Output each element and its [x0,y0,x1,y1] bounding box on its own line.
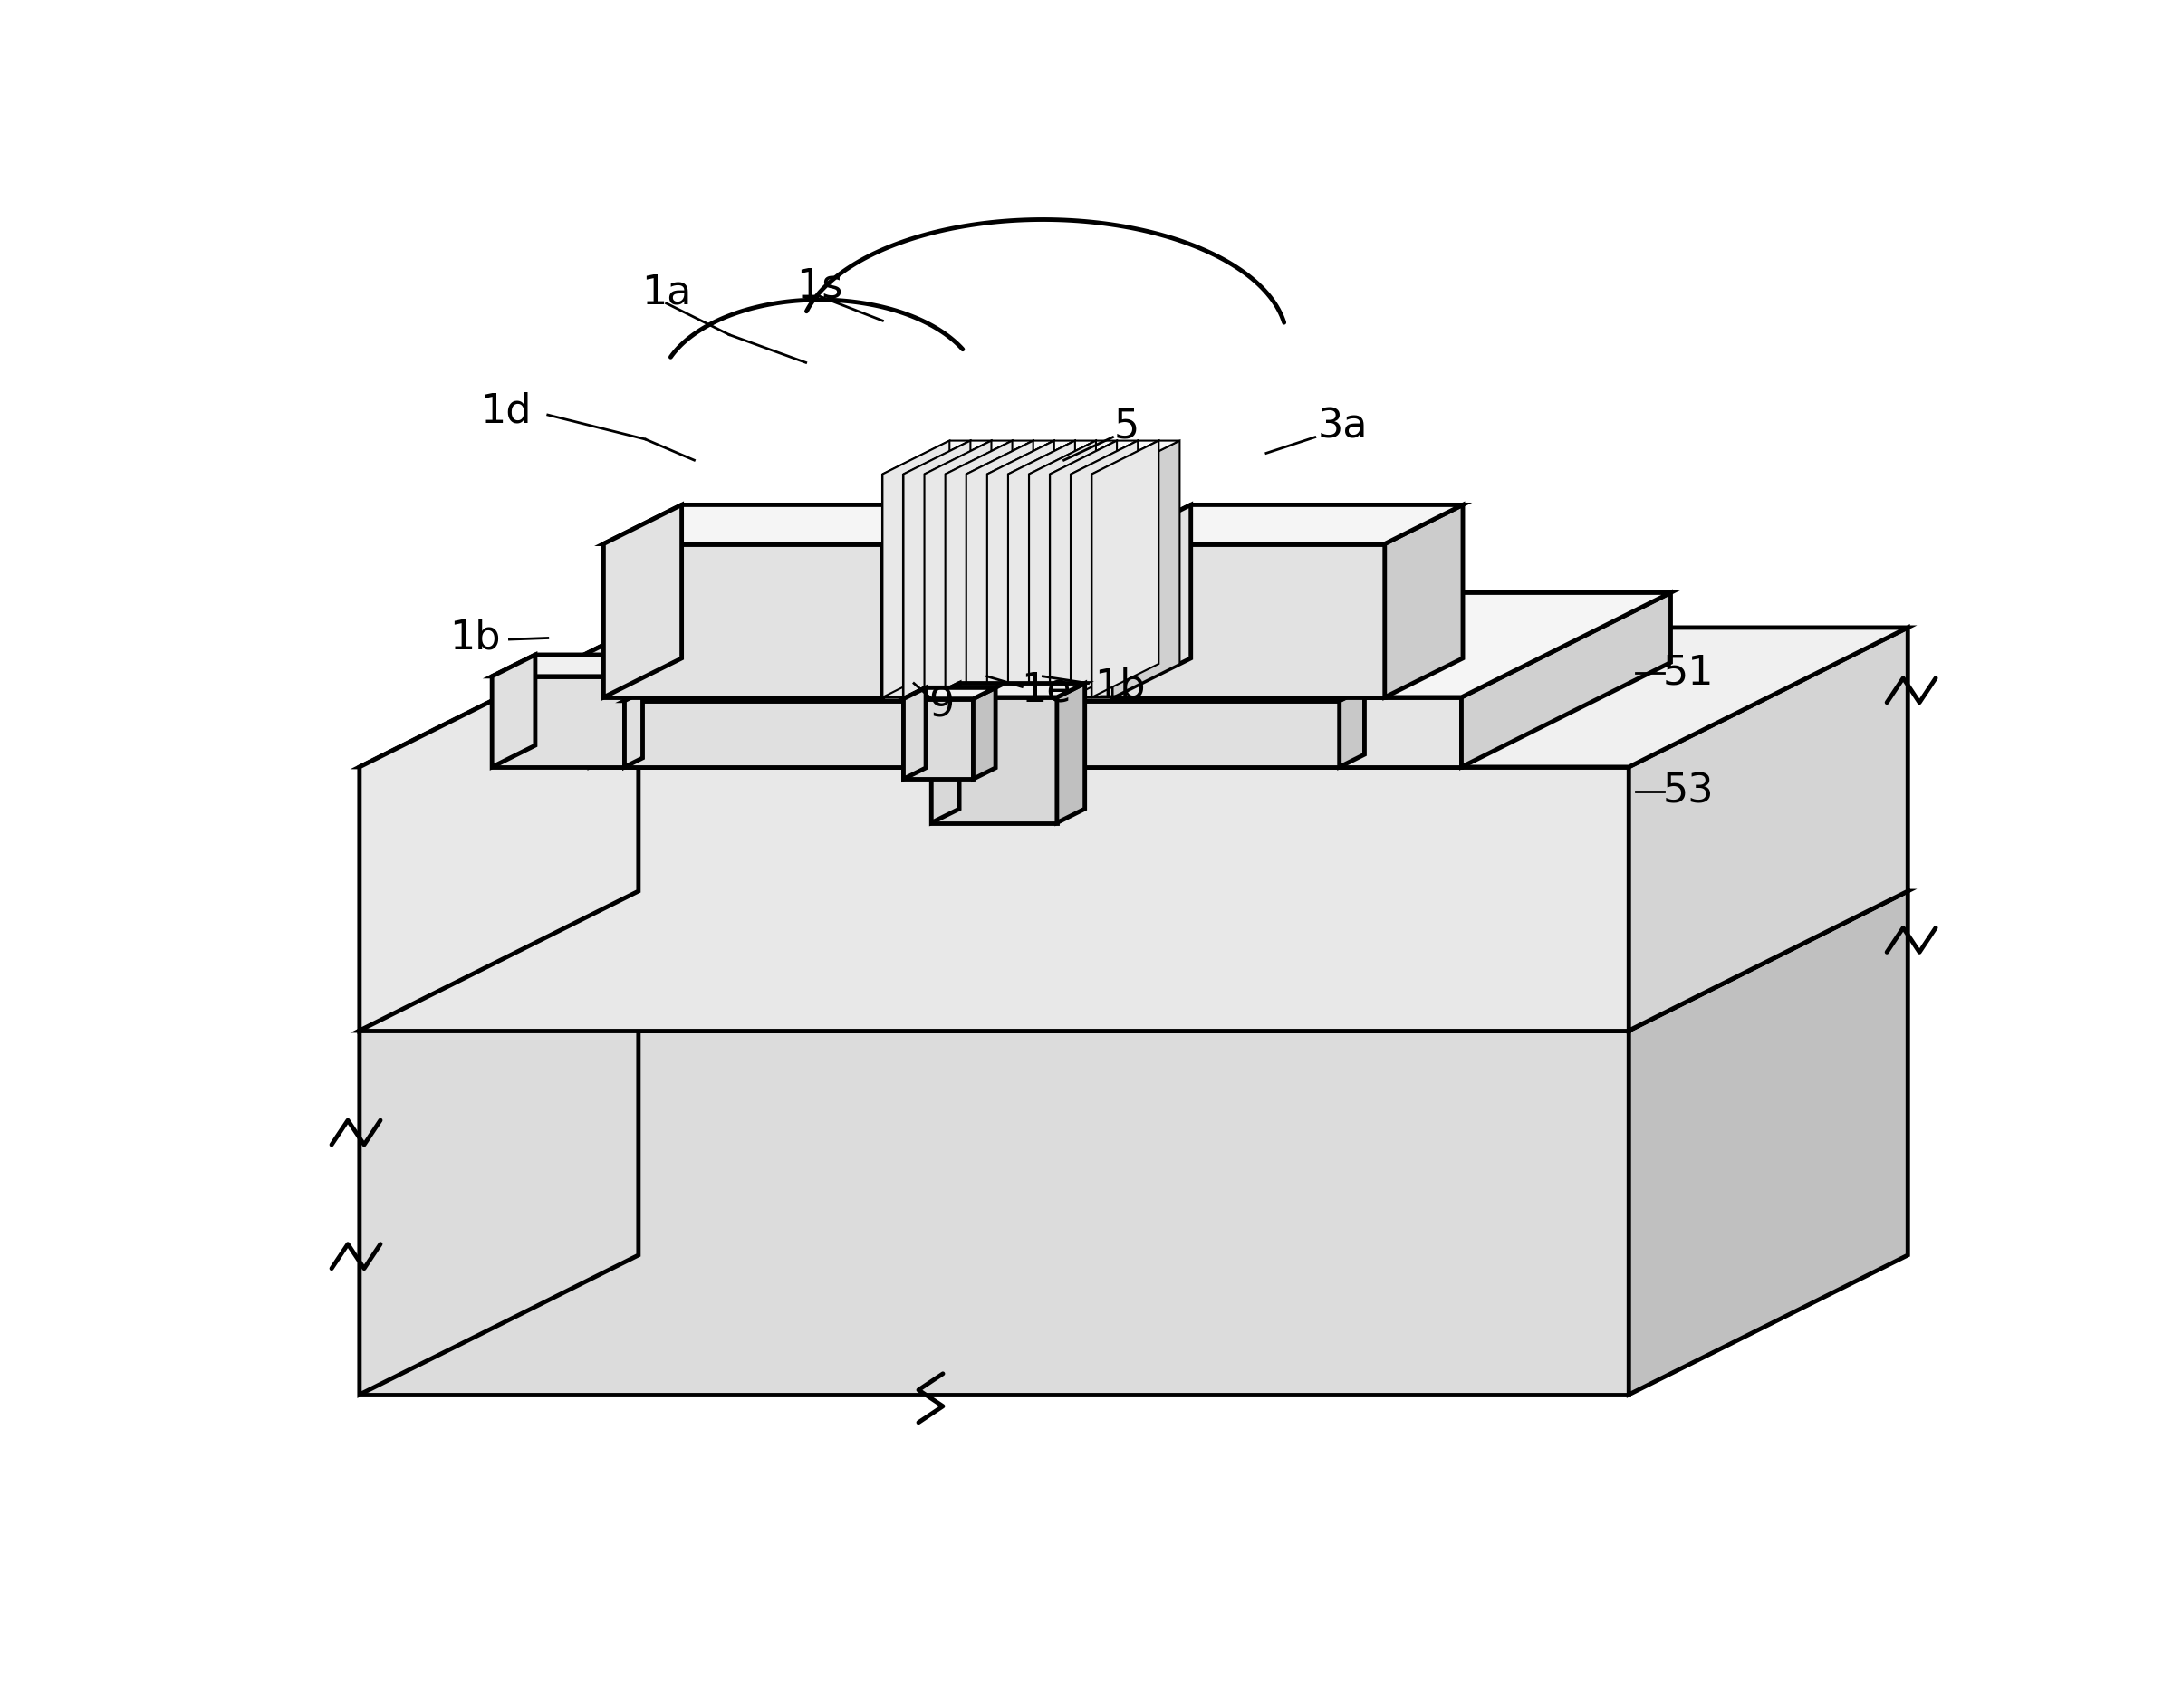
Polygon shape [590,593,798,767]
Polygon shape [1049,441,1116,697]
Polygon shape [924,475,945,697]
Polygon shape [941,700,1339,767]
Polygon shape [904,441,991,475]
Polygon shape [1629,627,1908,1030]
Polygon shape [941,688,1365,700]
Polygon shape [359,627,638,1030]
Polygon shape [1071,475,1092,697]
Polygon shape [1462,593,1670,767]
Polygon shape [986,441,1053,697]
Polygon shape [603,543,883,697]
Polygon shape [1092,441,1159,697]
Polygon shape [1008,475,1030,697]
Polygon shape [491,676,625,767]
Polygon shape [1629,892,1908,1395]
Polygon shape [986,475,1008,697]
Polygon shape [1071,441,1159,475]
Polygon shape [1030,441,1116,475]
Text: 1d: 1d [480,391,532,430]
Polygon shape [1030,475,1049,697]
Polygon shape [491,654,668,676]
Polygon shape [1339,688,1365,767]
Polygon shape [941,688,967,767]
Polygon shape [932,683,958,823]
Polygon shape [359,627,1908,767]
Polygon shape [967,441,1034,697]
Polygon shape [359,892,1908,1030]
Polygon shape [1112,543,1384,697]
Polygon shape [1112,506,1192,697]
Polygon shape [967,441,1034,697]
Polygon shape [924,441,1012,475]
Polygon shape [1008,441,1097,475]
Polygon shape [1092,441,1179,475]
Polygon shape [932,683,1086,697]
Text: 1b: 1b [450,618,500,658]
Polygon shape [973,688,995,779]
Polygon shape [625,700,924,767]
Polygon shape [883,441,971,475]
Polygon shape [590,697,1462,767]
Polygon shape [924,441,991,697]
Polygon shape [883,441,950,697]
Polygon shape [625,654,668,767]
Polygon shape [359,892,638,1395]
Text: 1b: 1b [1094,668,1144,707]
Polygon shape [491,654,534,767]
Polygon shape [967,441,1053,475]
Polygon shape [904,441,971,697]
Polygon shape [359,1030,1629,1395]
Polygon shape [359,767,1629,1030]
Polygon shape [1384,506,1462,697]
Polygon shape [924,692,943,767]
Polygon shape [603,506,681,697]
Polygon shape [1049,475,1071,697]
Polygon shape [986,441,1075,475]
Polygon shape [1058,683,1086,823]
Text: 51: 51 [1663,654,1713,692]
Text: 3a: 3a [1317,407,1367,446]
Polygon shape [904,688,926,779]
Text: 53: 53 [1663,772,1713,811]
Polygon shape [1030,441,1097,697]
Polygon shape [1092,441,1159,697]
Text: 9: 9 [930,687,954,726]
Polygon shape [904,441,971,697]
Polygon shape [1049,441,1138,475]
Text: 1s: 1s [796,266,844,306]
Polygon shape [945,441,1012,697]
Polygon shape [883,506,960,697]
Polygon shape [904,699,973,779]
Polygon shape [883,475,904,697]
Polygon shape [590,593,1670,697]
Polygon shape [904,475,924,697]
Polygon shape [945,441,1012,697]
Polygon shape [924,441,991,697]
Polygon shape [625,692,943,700]
Polygon shape [932,697,1058,823]
Polygon shape [945,441,1034,475]
Polygon shape [1008,441,1075,697]
Polygon shape [986,441,1053,697]
Polygon shape [1030,441,1097,697]
Text: 1e: 1e [1021,671,1071,711]
Text: 1a: 1a [640,273,692,313]
Polygon shape [1071,441,1138,697]
Polygon shape [1071,441,1138,697]
Polygon shape [1112,441,1179,697]
Polygon shape [1049,441,1116,697]
Polygon shape [625,692,642,767]
Polygon shape [945,475,967,697]
Polygon shape [1008,441,1075,697]
Polygon shape [1092,475,1112,697]
Polygon shape [603,506,960,543]
Polygon shape [904,688,995,699]
Text: 5: 5 [1114,407,1140,446]
Polygon shape [967,475,986,697]
Polygon shape [1112,506,1462,543]
